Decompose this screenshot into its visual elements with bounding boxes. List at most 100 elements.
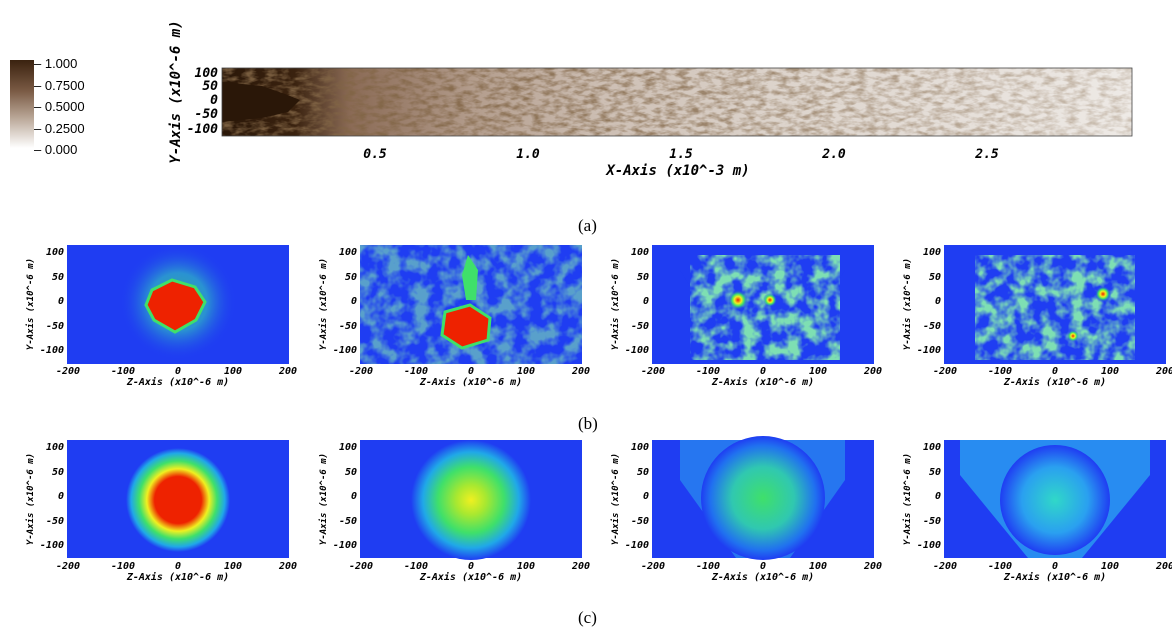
x-tick: 0 <box>759 366 767 377</box>
colorbar <box>10 60 34 148</box>
y-axis-label: Y-Axis (x10^-6 m) <box>903 452 913 546</box>
x-tick: -200 <box>932 366 958 377</box>
x-tick: -100 <box>987 366 1013 377</box>
y-tick: 50 <box>51 271 64 283</box>
x-tick: -200 <box>55 561 81 572</box>
x-tick: -100 <box>110 366 136 377</box>
y-tick: 0 <box>57 491 64 502</box>
row-b <box>67 244 1166 364</box>
y-tick: -50 <box>338 320 357 332</box>
x-tick: 0 <box>759 561 767 572</box>
colorbar-tick: – 0.5000 <box>34 99 85 114</box>
y-tick: -100 <box>332 540 357 551</box>
x-tick: -100 <box>110 561 136 572</box>
y-tick: 50 <box>636 466 649 478</box>
y-axis-label: Y-Axis (x10^-6 m) <box>26 452 36 546</box>
x-tick: -200 <box>932 561 958 572</box>
y-axis-label: Y-Axis (x10^-6 m) <box>611 257 621 351</box>
y-tick: 100 <box>922 247 941 258</box>
panel-a-plot: 100 50 0 -50 -100 0.5 1.0 1.5 2.0 2.5 X-… <box>168 20 1133 179</box>
x-tick: 200 <box>571 561 591 572</box>
x-tick: -200 <box>55 366 81 377</box>
y-tick: 50 <box>928 271 941 283</box>
x-tick: 0 <box>174 366 182 377</box>
y-tick: -50 <box>45 515 64 527</box>
y-tick: -50 <box>338 515 357 527</box>
y-tick: 0 <box>642 491 649 502</box>
colorbar-tick: – 0.000 <box>34 142 78 157</box>
y-tick: -50 <box>922 515 941 527</box>
y-tick: 50 <box>928 466 941 478</box>
x-tick: 1.0 <box>516 147 540 162</box>
y-tick: -50 <box>45 320 64 332</box>
x-tick: 100 <box>1100 561 1120 572</box>
x-tick: 200 <box>1155 561 1172 572</box>
x-tick: -200 <box>640 366 666 377</box>
x-tick: 100 <box>516 366 536 377</box>
y-tick: 100 <box>630 247 649 258</box>
y-tick: 50 <box>202 79 218 94</box>
x-tick: 0 <box>1051 561 1059 572</box>
y-tick: 100 <box>922 442 941 453</box>
y-tick: -100 <box>39 345 64 356</box>
x-tick: 2.0 <box>821 147 846 162</box>
x-tick: 0 <box>1051 366 1059 377</box>
y-tick: 100 <box>45 247 64 258</box>
panel-a-yticks: 100 50 0 -50 -100 <box>187 66 218 137</box>
y-axis-label: Y-Axis (x10^-6 m) <box>611 452 621 546</box>
x-tick: -100 <box>695 366 721 377</box>
caption-c: (c) <box>578 608 597 627</box>
y-tick: 0 <box>350 296 357 307</box>
panel-a-xticks: 0.5 1.0 1.5 2.0 2.5 <box>363 147 999 162</box>
panel-a-ylabel: Y-Axis (x10^-6 m) <box>168 20 184 163</box>
x-tick: 100 <box>223 561 243 572</box>
x-axis-label: Z-Axis (x10^-6 m) <box>711 572 815 583</box>
y-tick: -50 <box>195 107 219 122</box>
x-tick: 100 <box>808 366 828 377</box>
x-tick: -200 <box>348 561 374 572</box>
caption-b: (b) <box>578 414 598 433</box>
y-tick: 0 <box>642 296 649 307</box>
colorbar-tick: – 1.000 <box>34 56 78 71</box>
x-tick: 100 <box>223 366 243 377</box>
x-axis-label: Z-Axis (x10^-6 m) <box>1003 572 1107 583</box>
x-tick: 100 <box>1100 366 1120 377</box>
x-axis-label: Z-Axis (x10^-6 m) <box>419 377 523 388</box>
y-tick: 0 <box>210 93 218 108</box>
x-tick: -100 <box>695 561 721 572</box>
x-axis-label: Z-Axis (x10^-6 m) <box>126 572 230 583</box>
x-tick: 0.5 <box>363 147 387 162</box>
x-tick: 2.5 <box>974 147 999 162</box>
y-tick: 50 <box>344 466 357 478</box>
x-tick: -100 <box>987 561 1013 572</box>
x-tick: 200 <box>863 366 883 377</box>
panel-a-xlabel: X-Axis (x10^-3 m) <box>605 163 749 179</box>
panel-a: – 1.000 – 0.7500 – 0.5000 – 0.2500 – 0.0… <box>0 0 1172 240</box>
y-tick: -50 <box>630 515 649 527</box>
x-tick: 200 <box>863 561 883 572</box>
x-tick: -100 <box>403 561 429 572</box>
y-tick: 50 <box>344 271 357 283</box>
x-axis-label: Z-Axis (x10^-6 m) <box>1003 377 1107 388</box>
x-tick: -200 <box>348 366 374 377</box>
y-tick: 100 <box>45 442 64 453</box>
x-tick: 200 <box>278 366 298 377</box>
y-tick: 0 <box>57 296 64 307</box>
y-tick: 100 <box>630 442 649 453</box>
x-tick: 100 <box>808 561 828 572</box>
y-tick: 100 <box>338 442 357 453</box>
y-tick: 100 <box>338 247 357 258</box>
colorbar-ticks: – 1.000 – 0.7500 – 0.5000 – 0.2500 – 0.0… <box>34 53 85 161</box>
y-axis-label: Y-Axis (x10^-6 m) <box>26 257 36 351</box>
y-tick: 100 <box>195 66 219 81</box>
y-axis-label: Y-Axis (x10^-6 m) <box>903 257 913 351</box>
row-c <box>67 436 1166 560</box>
x-tick: 200 <box>278 561 298 572</box>
y-tick: 50 <box>636 271 649 283</box>
y-axis-label: Y-Axis (x10^-6 m) <box>319 257 329 351</box>
x-tick: 0 <box>467 561 475 572</box>
x-tick: 100 <box>516 561 536 572</box>
y-tick: -100 <box>624 540 649 551</box>
x-tick: -200 <box>640 561 666 572</box>
